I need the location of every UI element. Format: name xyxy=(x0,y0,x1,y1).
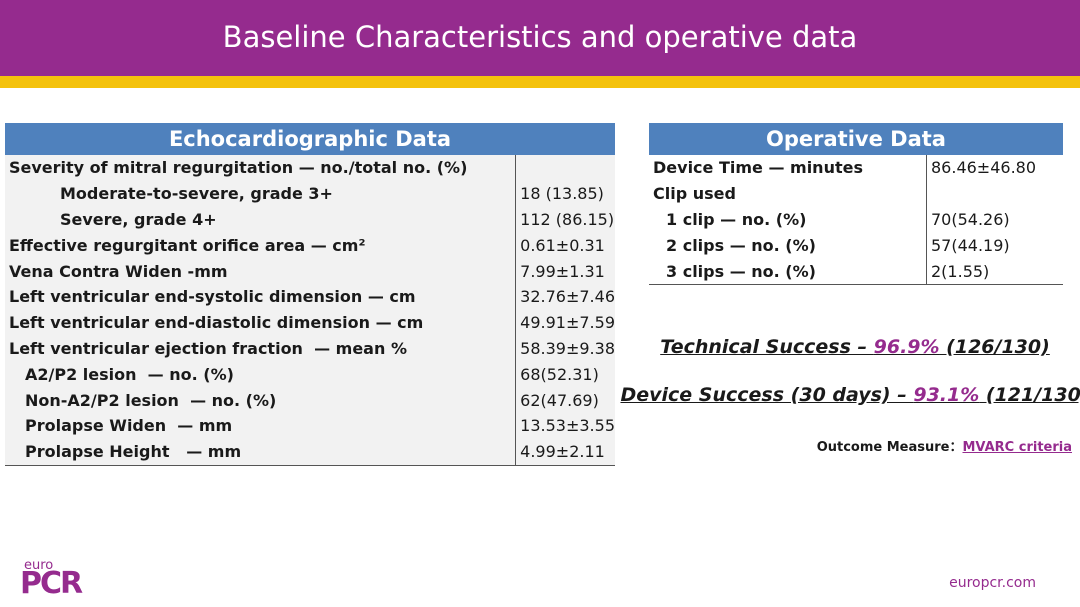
row-label: Clip used xyxy=(649,180,927,207)
row-label: Effective regurgitant orifice area — cm² xyxy=(5,232,517,259)
row-label: Left ventricular end-diastolic dimension… xyxy=(5,309,517,336)
row-value: 4.99±2.11 xyxy=(515,438,615,466)
table-row: A2/P2 lesion — no. (%) 68(52.31) xyxy=(5,361,615,388)
table-title: Echocardiographic Data xyxy=(5,123,615,155)
table-header: Operative Data xyxy=(649,123,1063,155)
outcome: Outcome Measure：MVARC criteria xyxy=(817,436,1072,455)
table-row: Left ventricular end-diastolic dimension… xyxy=(5,309,615,336)
row-value: 68(52.31) xyxy=(520,364,599,384)
row-label: 1 clip — no. (%) xyxy=(649,206,927,233)
result-label: Technical Success – xyxy=(660,336,874,358)
outcome-link[interactable]: MVARC criteria xyxy=(962,440,1073,455)
row-value-empty xyxy=(927,181,1064,207)
table-row: Vena Contra Widen -mm 7.99±1.31 xyxy=(5,258,615,284)
table-header: Echocardiographic Data xyxy=(5,123,615,155)
row-value: 13.53±3.55 xyxy=(520,416,615,436)
table-row: Severe, grade 4+ 112 (86.15) xyxy=(5,206,615,233)
row-value: 2(1.55) xyxy=(926,258,1063,285)
result-count: (126/130) xyxy=(939,336,1050,358)
table-row: Prolapse Height — mm 4.99±2.11 xyxy=(5,438,615,466)
row-label: A2/P2 lesion — no. (%) xyxy=(5,361,517,388)
row-label: Device Time — minutes xyxy=(649,155,927,181)
row-label: Non-A2/P2 lesion — no. (%) xyxy=(5,387,517,413)
row-value: 58.39±9.38 xyxy=(520,338,615,358)
row-value: 62(47.69) xyxy=(520,390,599,410)
table-row: Effective regurgitant orifice area — cm²… xyxy=(5,232,615,259)
row-label: Severity of mitral regurgitation — no./t… xyxy=(5,155,517,181)
table-row: 3 clips — no. (%) 2(1.55) xyxy=(649,258,1063,285)
table-title: Operative Data xyxy=(649,123,1063,155)
logo-text: euro xyxy=(24,558,54,573)
header-stripe xyxy=(0,76,1080,88)
row-label: Vena Contra Widen -mm xyxy=(5,258,517,284)
row-value: 18 (13.85) xyxy=(520,184,604,204)
table-row: Left ventricular end-systolic dimension … xyxy=(5,283,615,310)
table-row: Prolapse Widen — mm 13.53±3.55 xyxy=(5,412,615,439)
operative-table: Operative Data Device Time — minutes 86.4… xyxy=(649,123,1063,285)
table-row: Non-A2/P2 lesion — no. (%) 62(47.69) xyxy=(5,387,615,413)
table-row: Moderate-to-severe, grade 3+ 18 (13.85) xyxy=(5,180,615,207)
row-value: 7.99±1.31 xyxy=(520,261,605,281)
row-label: Left ventricular ejection fraction — mea… xyxy=(5,335,517,362)
row-value: 70(54.26) xyxy=(931,209,1010,229)
table-row: Clip used xyxy=(649,180,1064,207)
row-label: 2 clips — no. (%) xyxy=(649,232,927,259)
echo-table: Echocardiographic Data Severity of mitra… xyxy=(5,123,615,466)
result: Technical Success – 96.9% (126/130) xyxy=(600,336,1080,358)
row-value: 0.61±0.31 xyxy=(520,235,605,255)
result-percent: 96.9% xyxy=(873,336,940,358)
row-label: Left ventricular end-systolic dimension … xyxy=(5,283,517,310)
row-value-empty xyxy=(516,155,615,181)
row-value: 57(44.19) xyxy=(931,235,1010,255)
result-label: Device Success (30 days) – xyxy=(620,384,914,406)
row-label: Severe, grade 4+ xyxy=(5,206,517,233)
row-value: 49.91±7.59 xyxy=(520,313,615,333)
table-row: 2 clips — no. (%) 57(44.19) xyxy=(649,232,1063,259)
outcome-label: Outcome Measure： xyxy=(816,440,963,455)
table-row: Severity of mitral regurgitation — no./t… xyxy=(5,155,615,181)
table-row: Left ventricular ejection fraction — mea… xyxy=(5,335,615,362)
table-row: Device Time — minutes 86.46±46.80 xyxy=(649,155,1063,181)
row-label: 3 clips — no. (%) xyxy=(649,258,927,285)
table-row: 1 clip — no. (%) 70(54.26) xyxy=(649,206,1063,233)
row-label: Moderate-to-severe, grade 3+ xyxy=(5,180,517,207)
row-value: 86.46±46.80 xyxy=(931,158,1037,178)
header-band xyxy=(0,0,1080,76)
footer-url: europcr.com xyxy=(949,575,1036,591)
result: Device Success (30 days) – 93.1% (121/13… xyxy=(600,384,1080,406)
slide-title: Baseline Characteristics and operative d… xyxy=(222,20,858,54)
result-count: (121/130) xyxy=(979,384,1080,406)
logo: PCR xyxy=(20,566,83,601)
row-value: 112 (86.15) xyxy=(520,209,615,229)
result-percent: 93.1% xyxy=(913,384,980,406)
row-value: 32.76±7.46 xyxy=(520,287,615,307)
row-label: Prolapse Height — mm xyxy=(5,438,517,466)
row-label: Prolapse Widen — mm xyxy=(5,412,517,439)
